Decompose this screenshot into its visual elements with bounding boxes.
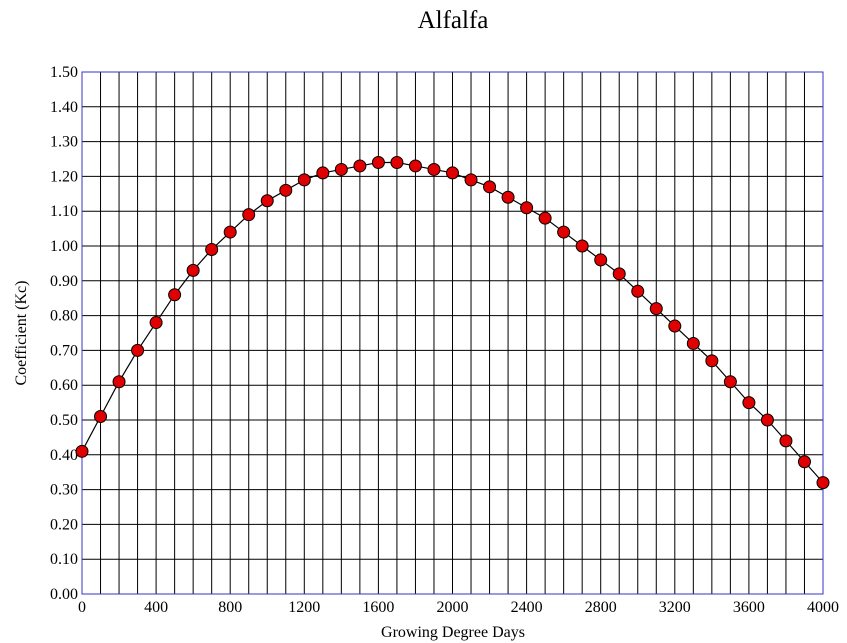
data-point [742,396,756,410]
data-point [279,183,293,197]
data-point [168,288,182,302]
data-point [186,263,200,277]
chart-title: Alfalfa [418,7,489,34]
data-point [686,336,700,350]
data-point [242,208,256,222]
data-point [538,211,552,225]
data-point [723,375,737,389]
y-tick-label: 1.30 [50,134,78,151]
data-point [501,190,515,204]
x-tick-label: 4000 [807,599,839,616]
y-axis: 0.00 0.10 0.20 0.30 0.40 0.50 0.60 0.70 0.80 0.90… [50,64,78,603]
data-point [112,375,126,389]
y-tick-label: 0.10 [50,551,78,568]
data-point [297,173,311,187]
y-tick-label: 0.20 [50,516,78,533]
y-tick-label: 0.50 [50,412,78,429]
data-point [334,162,348,176]
x-tick-label: 3600 [733,599,765,616]
x-tick-label: 0 [78,599,86,616]
data-point [649,302,663,316]
data-point [612,267,626,281]
data-point [371,155,385,169]
x-tick-label: 1600 [362,599,394,616]
data-point [668,319,682,333]
y-tick-label: 0.30 [50,482,78,499]
data-point [575,239,589,253]
data-points [75,155,830,490]
data-point [205,242,219,256]
x-tick-label: 2000 [437,599,469,616]
x-tick-label: 800 [218,599,242,616]
data-point [705,354,719,368]
data-point [316,166,330,180]
y-tick-label: 0.40 [50,447,78,464]
plot-frame [81,71,824,595]
data-point [797,455,811,469]
y-tick-label: 0.70 [50,342,78,359]
data-point [75,444,89,458]
grid [82,72,823,594]
data-point [390,155,404,169]
y-tick-label: 1.20 [50,168,78,185]
x-axis-label: Growing Degree Days [381,624,525,641]
data-point [427,162,441,176]
x-tick-label: 2800 [585,599,617,616]
data-point [260,194,274,208]
data-point [594,253,608,267]
data-point [131,343,145,357]
x-tick-label: 1200 [288,599,320,616]
data-point [779,434,793,448]
data-point [94,410,108,424]
data-point [483,180,497,194]
data-point [520,201,534,215]
data-point [446,166,459,180]
data-point [557,225,571,239]
y-axis-label: Coefficient (Kc) [13,281,30,386]
y-tick-label: 1.00 [50,238,78,255]
y-tick-label: 1.40 [50,99,78,116]
data-point [816,476,830,490]
data-point [223,225,237,239]
x-tick-label: 400 [144,599,168,616]
y-tick-label: 0.90 [50,273,78,290]
data-point [353,159,367,173]
data-point [408,159,422,173]
y-tick-label: 0.60 [50,377,78,394]
y-tick-label: 1.50 [50,64,78,81]
x-axis: 0 400 800 1200 1600 2000 2400 2800 3200 3600 4000 [78,599,839,616]
data-point [149,316,163,330]
y-tick-label: 0.80 [50,308,78,325]
x-tick-label: 3200 [659,599,691,616]
data-point [464,173,478,187]
y-tick-label: 0.00 [50,586,78,603]
x-tick-label: 2400 [511,599,543,616]
data-point [760,413,774,427]
data-point [631,284,645,298]
y-tick-label: 1.10 [50,203,78,220]
